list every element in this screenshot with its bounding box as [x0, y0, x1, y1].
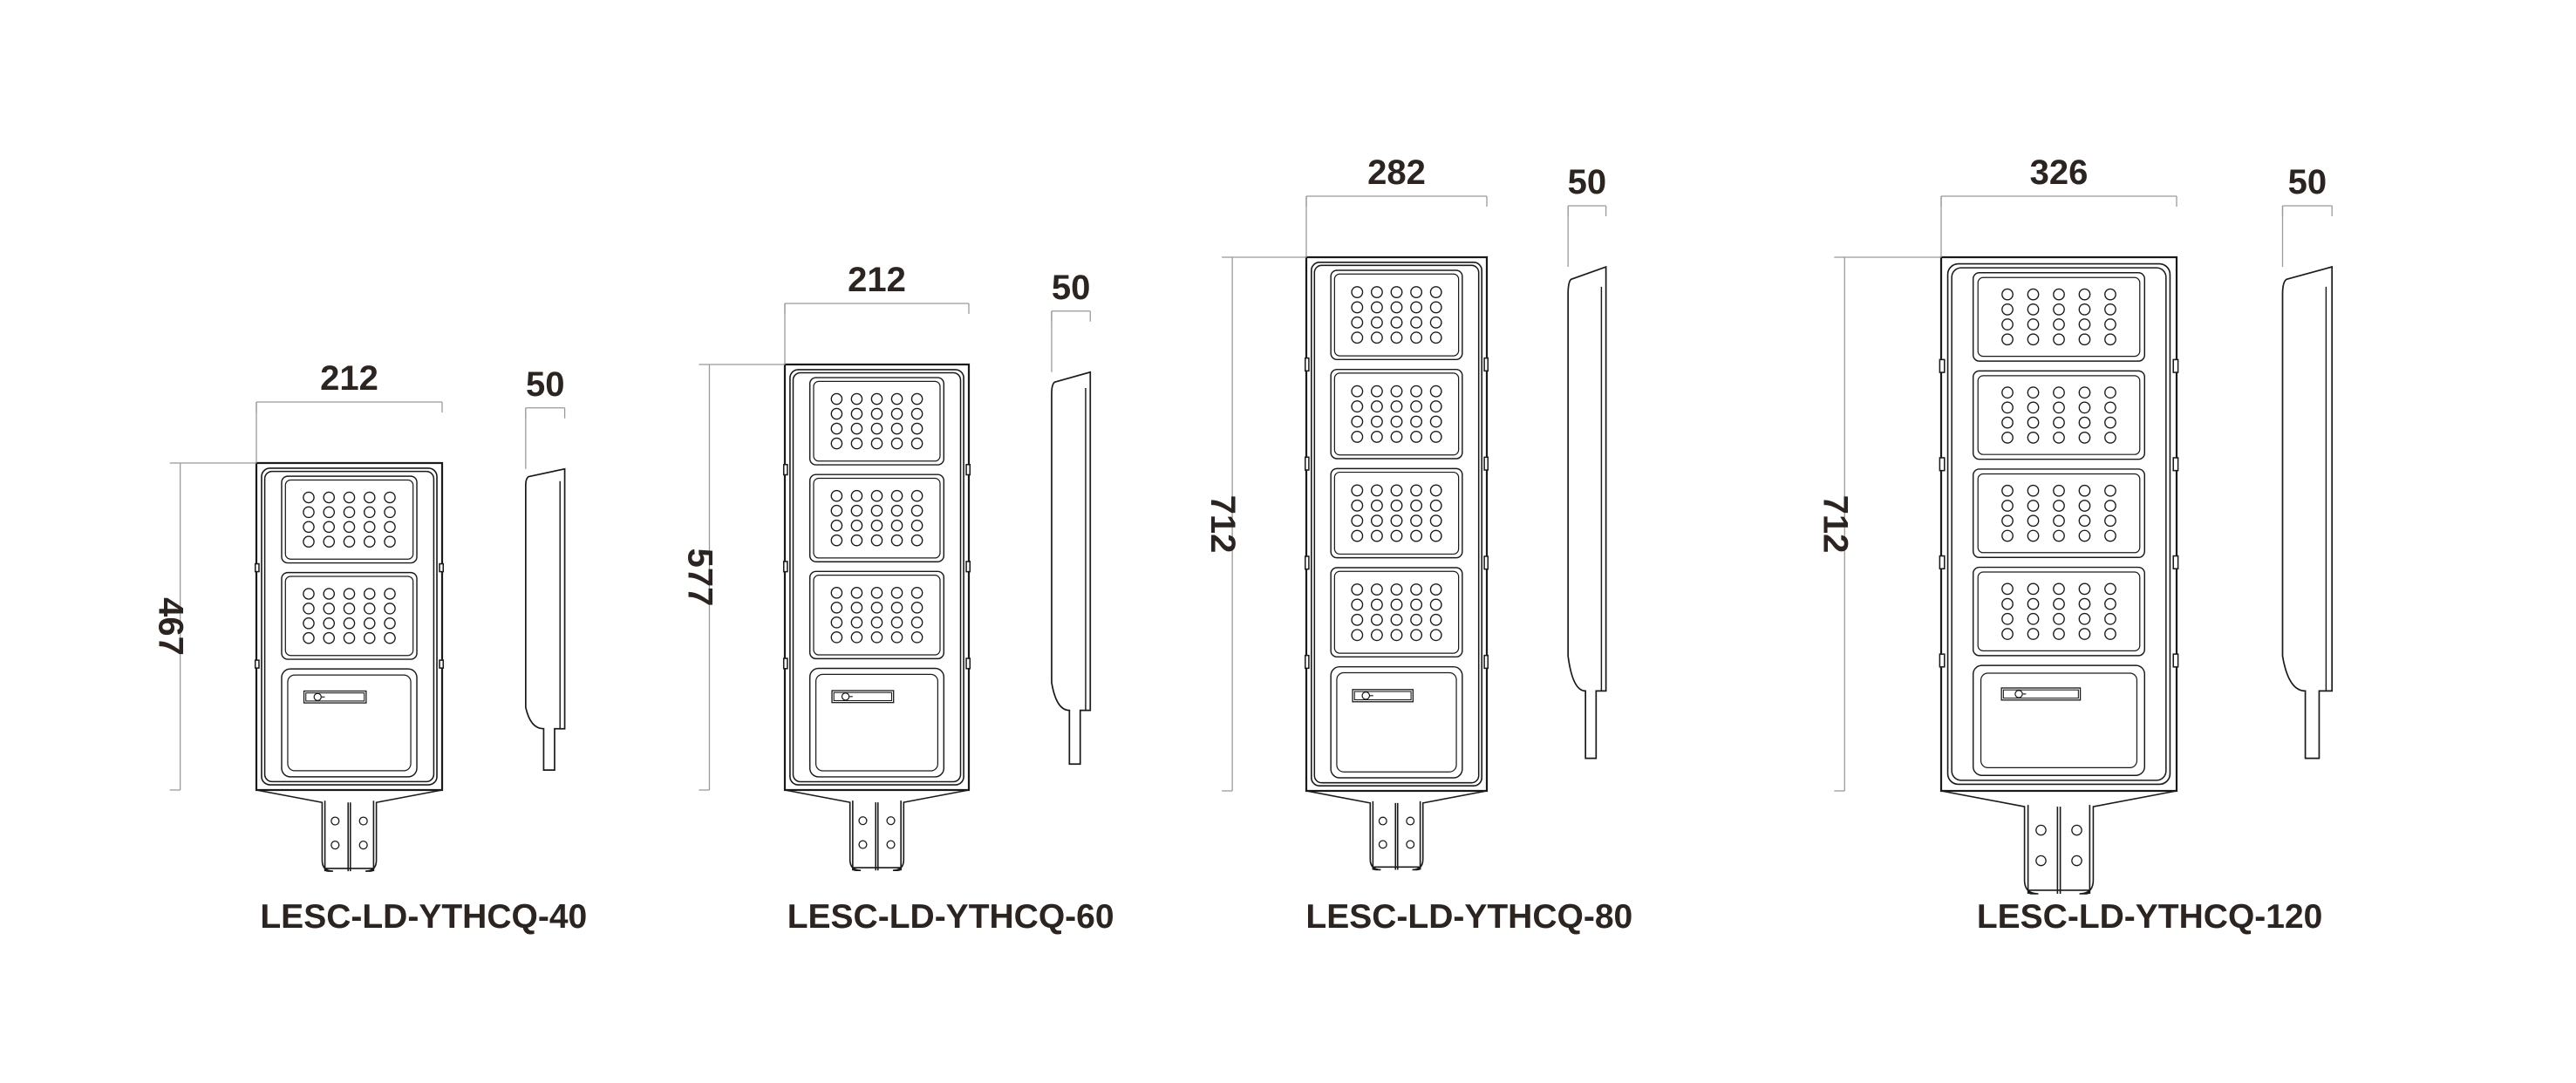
- svg-text:50: 50: [1568, 163, 1607, 201]
- svg-text:LESC-LD-YTHCQ-80: LESC-LD-YTHCQ-80: [1305, 898, 1632, 936]
- svg-text:50: 50: [526, 365, 565, 404]
- svg-text:282: 282: [1367, 153, 1426, 192]
- svg-text:326: 326: [2030, 153, 2089, 192]
- svg-text:212: 212: [320, 359, 378, 398]
- svg-text:50: 50: [2288, 163, 2327, 201]
- svg-text:LESC-LD-YTHCQ-40: LESC-LD-YTHCQ-40: [260, 898, 587, 936]
- svg-text:212: 212: [848, 261, 906, 299]
- svg-text:LESC-LD-YTHCQ-120: LESC-LD-YTHCQ-120: [1977, 898, 2323, 936]
- svg-text:712: 712: [1203, 495, 1242, 554]
- svg-text:467: 467: [152, 597, 190, 656]
- svg-text:LESC-LD-YTHCQ-60: LESC-LD-YTHCQ-60: [787, 898, 1114, 936]
- svg-text:50: 50: [1052, 269, 1091, 307]
- svg-text:577: 577: [680, 548, 719, 607]
- svg-text:712: 712: [1816, 495, 1854, 554]
